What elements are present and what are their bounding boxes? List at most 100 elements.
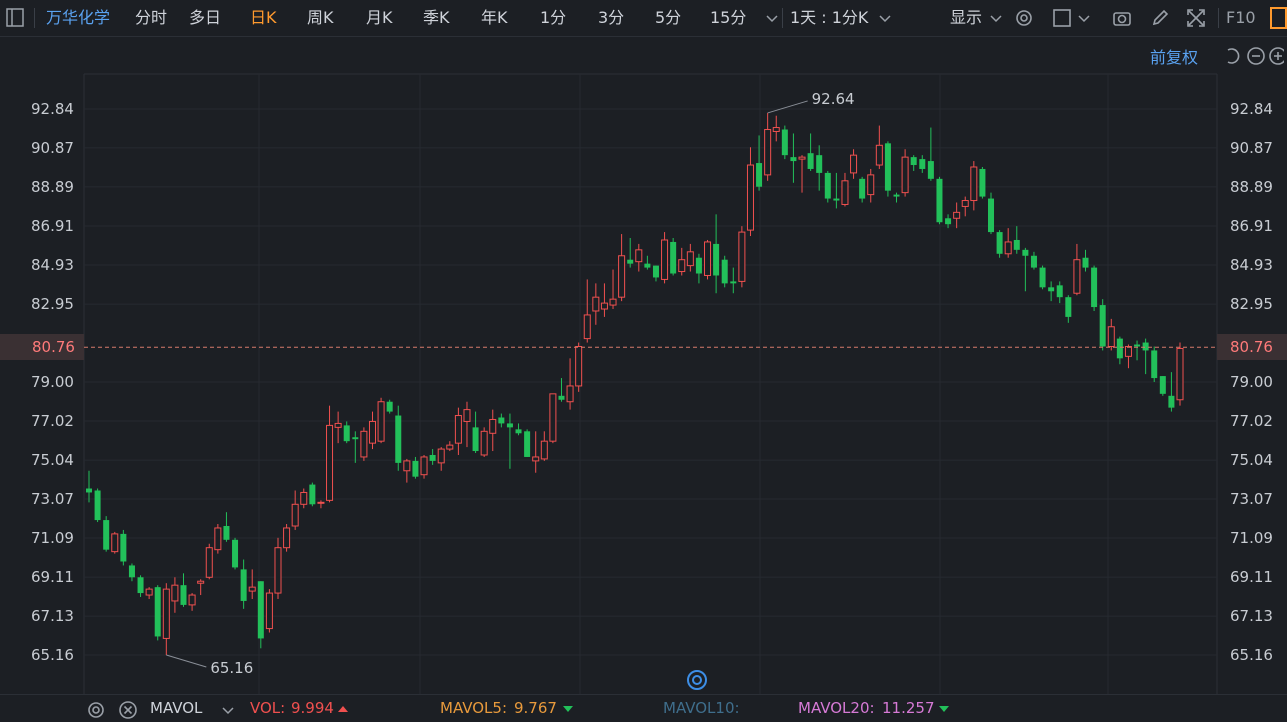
candle (678, 247, 686, 276)
candle-body (644, 263, 651, 268)
down-arrow-icon (563, 706, 573, 712)
candle-body (721, 259, 728, 284)
candle (412, 456, 419, 479)
candle (480, 427, 488, 457)
candle-body (746, 164, 754, 231)
candle-body (171, 584, 179, 602)
candle (670, 238, 677, 276)
candle (145, 587, 153, 599)
candle-body (970, 166, 978, 202)
candle (575, 342, 583, 392)
candle (652, 265, 659, 282)
candle-body (240, 569, 247, 601)
candle (1004, 228, 1012, 258)
close-icon[interactable] (118, 700, 138, 720)
candle-body (979, 168, 986, 197)
candle-body (1124, 345, 1132, 357)
chevron-down-icon[interactable] (218, 700, 238, 720)
tab-intraday[interactable]: 分时 (135, 8, 168, 27)
candle (1099, 299, 1106, 351)
gear-icon[interactable] (1014, 8, 1034, 28)
candle (875, 125, 883, 169)
indicator-select[interactable]: MAVOL (150, 699, 203, 717)
candle (291, 490, 299, 530)
pencil-icon[interactable] (1150, 8, 1170, 28)
zoom-in-icon[interactable] (1269, 47, 1284, 65)
tab-quarterly-k[interactable]: 季K (423, 8, 450, 27)
display-chevron-icon[interactable] (986, 8, 1006, 28)
undo-icon[interactable] (1227, 48, 1240, 64)
y-tick-label: 67.13 (1230, 607, 1273, 626)
candle (103, 516, 110, 552)
candle (558, 378, 565, 402)
candle-body (686, 251, 694, 267)
square-chevron-icon[interactable] (1074, 8, 1094, 28)
gear-icon[interactable] (86, 700, 106, 720)
mavol20-label: MAVOL20: (798, 699, 875, 717)
tab-15min[interactable]: 15分 (710, 8, 747, 27)
chart-controls (1227, 47, 1284, 65)
tab-daily-k[interactable]: 日K (250, 8, 277, 27)
candle-body (592, 296, 600, 312)
mavol5-value: 9.767 (514, 699, 557, 717)
low-price-label: 65.16 (210, 659, 253, 677)
candle (704, 239, 712, 280)
zoom-out-icon[interactable] (1247, 47, 1265, 65)
candle-body (988, 198, 995, 233)
tab-yearly-k[interactable]: 年K (481, 8, 508, 27)
candle-body (781, 129, 788, 156)
candle-body (214, 527, 222, 551)
y-tick-label: 79.00 (31, 373, 74, 391)
tab-1min[interactable]: 1分 (540, 8, 567, 27)
stock-name[interactable]: 万华化学 (46, 8, 111, 27)
tab-weekly-k[interactable]: 周K (307, 8, 334, 27)
interval-chevron-icon[interactable] (875, 8, 895, 28)
candle-body (558, 395, 565, 400)
tab-5min[interactable]: 5分 (655, 8, 682, 27)
candle (162, 583, 170, 655)
fullscreen-icon[interactable] (1186, 8, 1206, 28)
candle-body (265, 592, 273, 630)
candle (833, 172, 840, 209)
tab-monthly-k[interactable]: 月K (366, 8, 393, 27)
display-menu[interactable]: 显示 (950, 8, 983, 27)
candle-body (824, 172, 831, 199)
candle-body (137, 577, 144, 594)
y-tick-label: 82.95 (1230, 295, 1273, 314)
zoom-reset-icon[interactable] (687, 670, 707, 690)
candle (609, 269, 617, 310)
tab-3min[interactable]: 3分 (598, 8, 625, 27)
candle (283, 524, 291, 552)
candle-body (386, 401, 393, 412)
candle-body (532, 456, 540, 462)
candle-body (893, 194, 900, 197)
candle (334, 411, 342, 444)
candle (489, 409, 497, 452)
panel-toggle-icon[interactable] (1270, 7, 1287, 29)
candle (764, 112, 772, 181)
candle-body (291, 503, 299, 527)
candle-body (549, 393, 557, 442)
interval-select[interactable]: 1天 : 1分K (790, 8, 869, 27)
mavol20-value: 11.257 (882, 699, 935, 717)
candle-body (1151, 350, 1158, 379)
camera-icon[interactable] (1112, 8, 1132, 28)
candle (429, 449, 436, 465)
adjust-mode-link[interactable]: 前复权 (1150, 48, 1199, 67)
candle (257, 581, 264, 649)
square-icon[interactable] (1052, 8, 1072, 28)
sidebar-toggle-icon[interactable] (6, 8, 26, 28)
candle (395, 405, 402, 471)
y-tick-label: 75.04 (1230, 451, 1273, 470)
tab-multi-day[interactable]: 多日 (189, 8, 222, 27)
candle-body (197, 580, 205, 584)
chevron-down-icon[interactable] (762, 8, 782, 28)
f10-button[interactable]: F10 (1226, 8, 1256, 27)
candle (197, 579, 205, 596)
candle (437, 447, 445, 471)
candle (618, 234, 626, 302)
mavol10-label: MAVOL10: (663, 699, 740, 717)
candle-body (1082, 257, 1089, 268)
candle-body (162, 588, 170, 639)
